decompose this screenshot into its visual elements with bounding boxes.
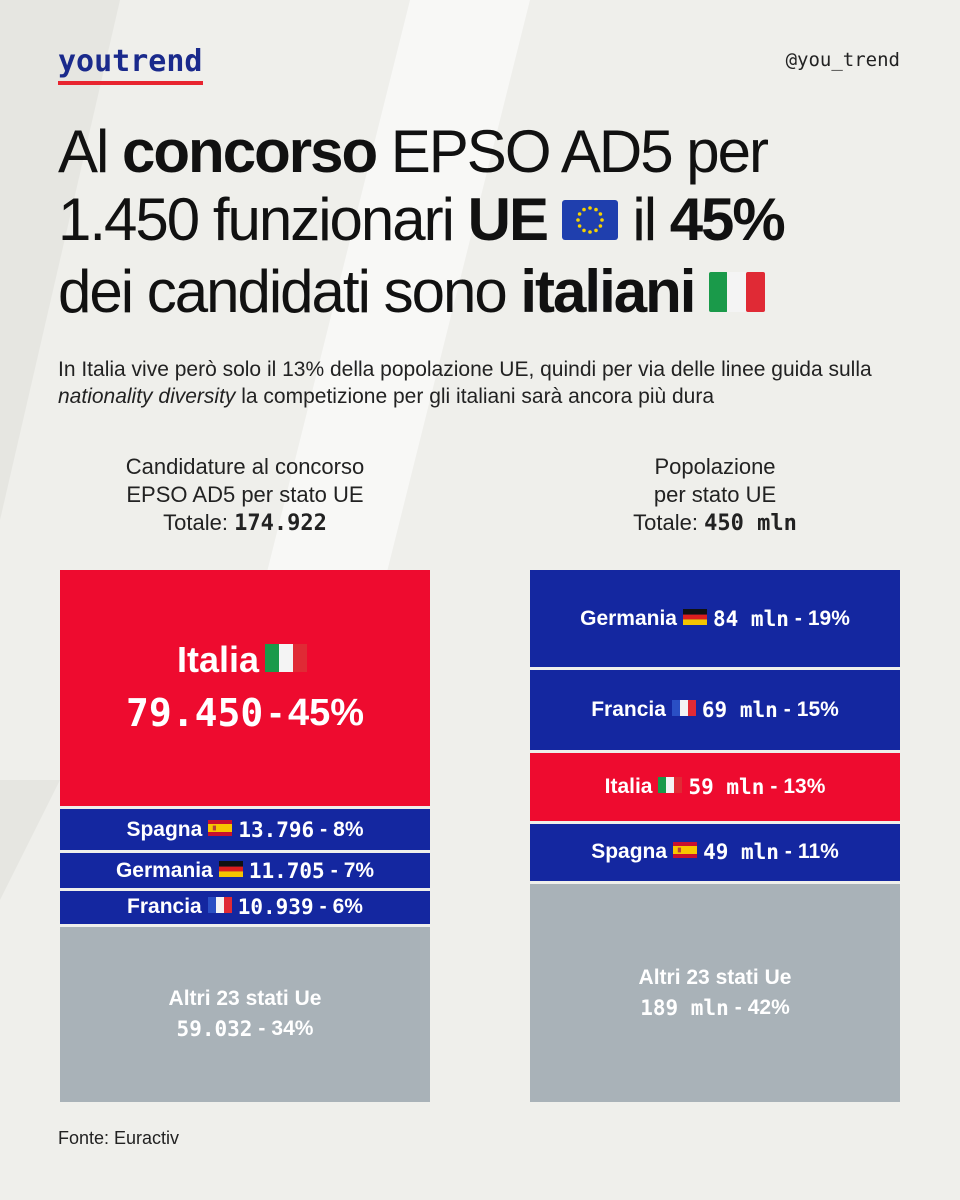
segment-label: Spagna [591,840,668,864]
segment-value: 59 mln [688,774,765,799]
segment-label: Italia [176,639,260,681]
segment-value: 79.450 [126,691,264,736]
segment-percent: 6% [332,895,363,919]
segment-percent: 8% [333,817,364,841]
segment-label: Spagna [126,817,203,841]
bar-segment-spagna: Spagna 49 mln -11% [530,823,900,881]
segment-percent: 42% [747,995,790,1019]
segment-label: Francia [127,895,202,919]
source-note: Fonte: Euractiv [58,1128,180,1148]
right-chart-header: Popolazione per stato UE Totale: 450 mln [633,454,797,536]
separator: - [734,995,742,1019]
segment-label: Francia [591,697,666,721]
social-handle: @you_trend [785,49,900,71]
segment-label: Altri 23 stati Ue [638,965,792,989]
separator: - [784,840,792,864]
bar-segment-francia: Francia 10.939-6% [60,890,430,924]
fr-flag-icon [207,895,232,919]
segment-value: 189 mln [640,995,729,1020]
segment-value: 49 mln [703,840,779,865]
segment-percent: 13% [783,774,826,798]
it-flag-icon [265,635,308,685]
bar-segment-spagna: Spagna 13.796-8% [60,809,430,851]
es-flag-icon [208,818,233,842]
segment-percent: 7% [343,858,375,882]
segment-percent: 34% [271,1017,314,1041]
bar-segment-francia: Francia 69 mln -15% [530,670,900,750]
segment-percent: 45% [287,692,364,735]
it-flag-icon [658,775,683,799]
segment-label: Italia [604,774,653,798]
segment-value: 10.939 [237,895,314,920]
es-flag-icon [673,840,698,864]
segment-value: 84 mln [713,606,789,631]
bar-segment-italia: Italia 59 mln -13% [530,752,900,821]
italy-flag-icon [709,258,766,326]
segment-percent: 15% [796,697,839,721]
de-flag-icon [218,859,243,883]
segment-label: Altri 23 stati Ue [168,987,322,1011]
separator: - [258,1017,266,1041]
segment-label: Germania [115,858,213,882]
subtitle: In Italia vive però solo il 13% della po… [58,358,872,408]
de-flag-icon [683,607,707,631]
separator: - [269,692,282,735]
segment-value: 59.032 [176,1017,253,1042]
bar-segment-altri-23-stati-ue: Altri 23 stati Ue 189 mln -42% [530,883,900,1102]
headline: Al concorso EPSO AD5 per 1.450 funzionar… [58,118,786,326]
segment-percent: 19% [807,606,850,630]
separator: - [794,606,802,630]
left-chart-header: Candidature al concorso EPSO AD5 per sta… [125,454,365,536]
fr-flag-icon [671,698,696,722]
separator: - [330,858,338,882]
segment-value: 11.705 [248,858,325,883]
segment-value: 69 mln [701,697,778,722]
separator: - [319,895,327,919]
segment-value: 13.796 [238,817,315,842]
separator: - [783,697,791,721]
bar-segment-germania: Germania 84 mln -19% [530,570,900,668]
segment-percent: 11% [797,840,839,864]
separator: - [320,817,328,841]
bar-segment-altri-23-stati-ue: Altri 23 stati Ue 59.032-34% [60,926,430,1102]
bar-segment-germania: Germania 11.705-7% [60,853,430,888]
eu-flag-icon [561,186,618,254]
separator: - [770,774,778,798]
youtrend-logo: youtrend [58,44,203,85]
segment-label: Germania [580,606,677,630]
bar-segment-italia: Italia 79.450-45% [60,570,430,807]
